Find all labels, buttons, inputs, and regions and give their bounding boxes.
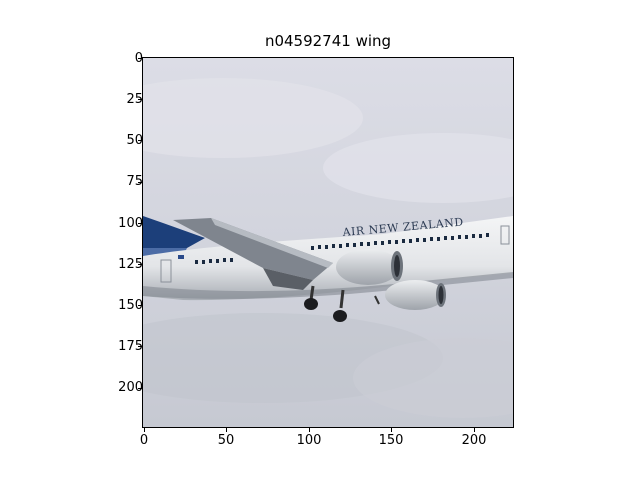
x-tick-mark bbox=[144, 427, 145, 432]
x-tick-mark bbox=[391, 427, 392, 432]
y-tick-mark bbox=[138, 182, 143, 183]
y-tick-mark bbox=[138, 140, 143, 141]
y-tick-label: 175 bbox=[118, 339, 143, 354]
wing bbox=[173, 218, 333, 290]
y-tick-mark bbox=[138, 388, 143, 389]
y-tick-label: 75 bbox=[126, 174, 143, 189]
x-tick-mark bbox=[309, 427, 310, 432]
x-tick-label: 150 bbox=[378, 433, 404, 448]
image-axes: AIR NEW ZEALAND bbox=[142, 57, 514, 428]
x-tick-mark bbox=[226, 427, 227, 432]
y-tick-mark bbox=[138, 305, 143, 306]
x-tick-label: 50 bbox=[217, 433, 235, 448]
x-tick-label: 100 bbox=[296, 433, 322, 448]
engine-far bbox=[385, 280, 446, 310]
y-tick-mark bbox=[138, 58, 143, 59]
y-tick-label: 50 bbox=[126, 133, 143, 148]
landing-gear bbox=[304, 285, 380, 322]
x-tick-mark bbox=[474, 427, 475, 432]
x-tick-label: 0 bbox=[139, 433, 149, 448]
y-tick-label: 150 bbox=[118, 298, 143, 313]
y-tick-label: 100 bbox=[118, 216, 143, 231]
plot-title: n04592741 wing bbox=[264, 32, 392, 50]
y-tick-label: 125 bbox=[118, 257, 143, 272]
y-tick-mark bbox=[138, 346, 143, 347]
y-tick-label: 25 bbox=[126, 92, 143, 107]
y-tick-mark bbox=[138, 223, 143, 224]
engine-near bbox=[336, 249, 403, 285]
airplane-photo: AIR NEW ZEALAND bbox=[143, 58, 513, 427]
y-tick-mark bbox=[138, 264, 143, 265]
x-tick-label: 200 bbox=[461, 433, 487, 448]
y-tick-label: 0 bbox=[134, 51, 143, 66]
y-tick-mark bbox=[138, 99, 143, 100]
fuselage bbox=[143, 216, 513, 301]
y-tick-label: 200 bbox=[118, 380, 143, 395]
